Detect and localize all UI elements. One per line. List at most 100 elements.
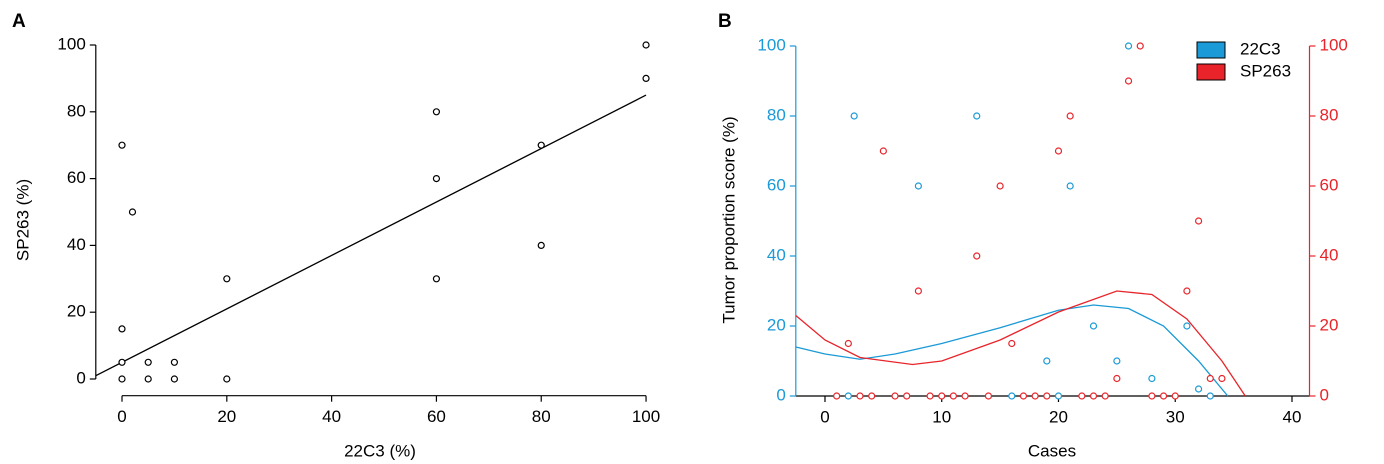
data-point — [1054, 147, 1063, 155]
data-point — [144, 375, 152, 383]
data-point — [118, 375, 126, 383]
data-point — [903, 392, 911, 400]
data-point — [432, 108, 441, 116]
y-tick-label: 80 — [67, 101, 86, 120]
x-tick-label: 60 — [427, 407, 446, 426]
data-point — [1066, 112, 1074, 120]
y-tick-label: 40 — [1320, 245, 1339, 264]
x-tick-label: 30 — [1166, 407, 1185, 426]
data-point — [833, 392, 841, 400]
data-point — [144, 358, 152, 366]
trend-line — [95, 94, 647, 377]
legend-swatch — [1196, 63, 1226, 81]
y-tick-label: 100 — [757, 35, 785, 54]
data-point — [1194, 385, 1203, 393]
data-point — [961, 392, 969, 400]
data-point — [223, 275, 231, 283]
data-point — [1124, 42, 1133, 50]
data-point — [223, 375, 231, 383]
data-point — [1124, 77, 1133, 85]
data-point — [642, 74, 650, 83]
data-point — [1043, 357, 1051, 365]
data-point — [973, 252, 981, 260]
y-tick-label: 60 — [1320, 175, 1339, 194]
x-tick-label: 100 — [632, 407, 660, 426]
data-point — [1089, 392, 1098, 400]
data-point — [984, 392, 993, 400]
data-point — [914, 287, 922, 295]
y-tick-label: 0 — [76, 368, 85, 387]
data-point — [1113, 374, 1121, 383]
data-point — [1194, 217, 1203, 225]
legend-swatch — [1196, 41, 1226, 59]
data-point — [537, 141, 545, 149]
data-point — [856, 392, 864, 400]
data-point — [1206, 392, 1214, 400]
data-point — [1183, 322, 1191, 330]
data-point — [128, 208, 137, 216]
data-point — [879, 147, 887, 155]
x-tick-label: 80 — [532, 407, 551, 426]
x-tick-label: 20 — [1049, 407, 1068, 426]
data-point — [1089, 322, 1098, 330]
y-tick-label: 100 — [1320, 35, 1348, 54]
data-point — [1066, 182, 1074, 190]
data-point — [1008, 392, 1016, 400]
data-point — [1218, 374, 1226, 383]
y-tick-label: 0 — [1320, 385, 1329, 404]
data-point — [844, 392, 852, 400]
data-point — [1183, 287, 1191, 295]
y-axis-label: SP263 (%) — [13, 179, 32, 261]
data-point — [537, 241, 545, 249]
data-point — [1148, 392, 1156, 400]
legend-label: SP263 — [1240, 61, 1291, 80]
x-tick-label: 0 — [820, 407, 829, 426]
x-axis-label: 22C3 (%) — [344, 441, 416, 460]
x-tick-label: 0 — [117, 407, 126, 426]
data-point — [1171, 392, 1179, 400]
data-point — [844, 339, 852, 348]
x-axis-label: Cases — [1028, 441, 1076, 460]
y-tick-label: 80 — [767, 105, 786, 124]
data-point — [926, 392, 934, 400]
y-tick-label: 100 — [57, 34, 85, 53]
data-point — [1019, 392, 1028, 400]
data-point — [118, 141, 126, 149]
data-point — [868, 392, 876, 400]
data-point — [1043, 392, 1051, 400]
data-point — [1206, 374, 1214, 383]
data-point — [949, 392, 958, 400]
x-tick-label: 40 — [1283, 407, 1302, 426]
data-point — [1031, 392, 1039, 400]
data-point — [1054, 392, 1063, 400]
x-tick-label: 20 — [217, 407, 236, 426]
data-point — [996, 182, 1004, 190]
data-point — [1159, 392, 1168, 400]
trend-line — [795, 290, 1246, 397]
y-tick-label: 20 — [1320, 315, 1339, 334]
y-tick-label: 20 — [767, 315, 786, 334]
y-tick-label: 40 — [67, 235, 86, 254]
data-point — [170, 358, 179, 366]
y-tick-label: 80 — [1320, 105, 1339, 124]
y-tick-label: 40 — [767, 245, 786, 264]
x-tick-label: 10 — [932, 407, 951, 426]
data-point — [850, 112, 858, 120]
data-point — [1148, 374, 1156, 383]
data-point — [170, 375, 179, 383]
data-point — [118, 358, 126, 366]
panel-label: B — [718, 11, 732, 32]
y-tick-label: 60 — [767, 175, 786, 194]
data-point — [1136, 42, 1144, 50]
panel-label: A — [12, 11, 26, 32]
data-point — [1113, 357, 1121, 365]
data-point — [914, 182, 922, 190]
y-axis-label: Tumor proportion score (%) — [719, 116, 738, 323]
y-tick-label: 20 — [67, 302, 86, 321]
data-point — [642, 41, 650, 49]
data-point — [432, 175, 441, 183]
data-point — [118, 325, 126, 333]
data-point — [432, 275, 441, 283]
